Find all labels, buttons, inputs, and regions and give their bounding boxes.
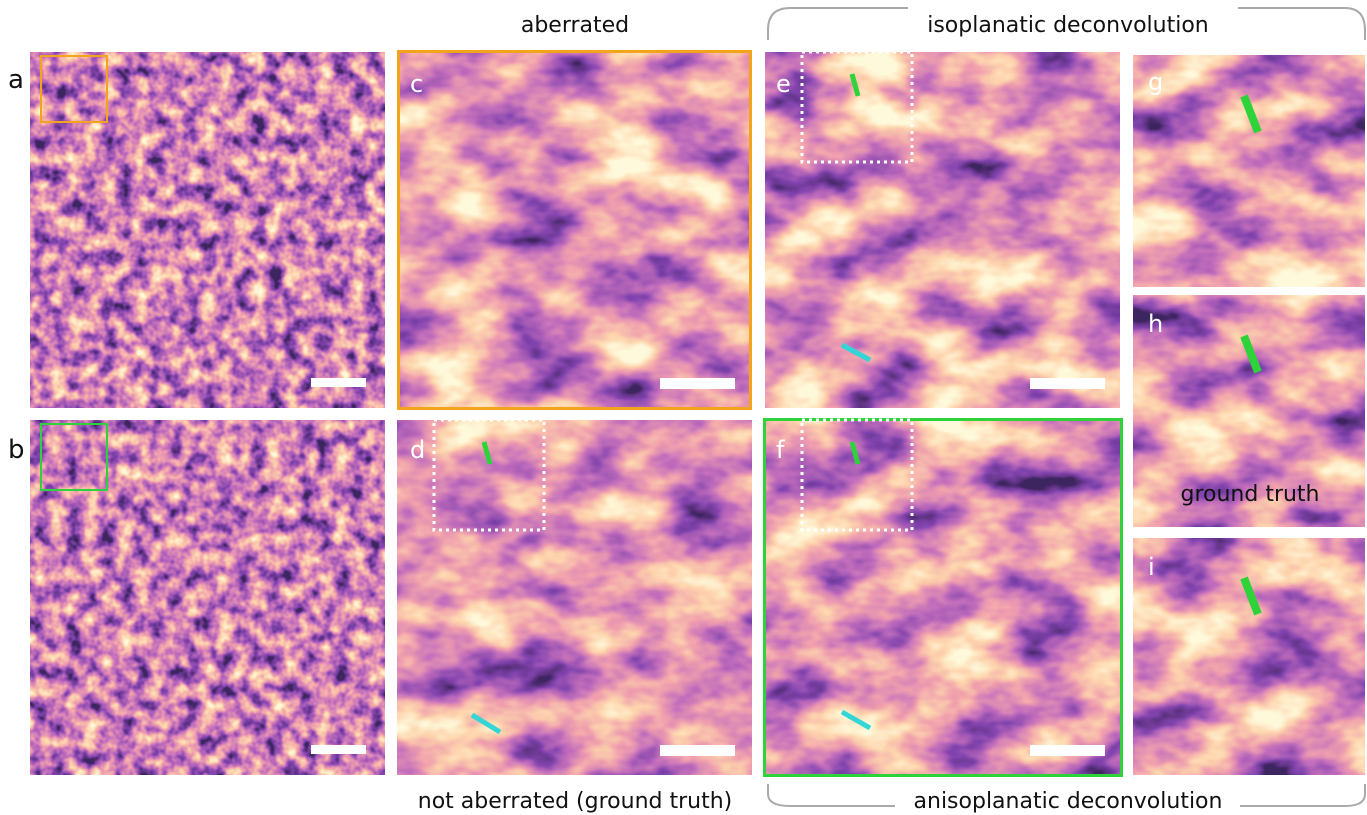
panel-label: g: [1148, 68, 1163, 96]
image-panel: [30, 52, 385, 408]
image-panel: [397, 50, 752, 410]
column-header: anisoplanatic deconvolution: [914, 789, 1223, 814]
panel-label: d: [410, 436, 425, 464]
scale-bar: [311, 745, 366, 754]
image-panel: [1133, 55, 1365, 287]
panel-label: c: [410, 70, 423, 98]
image-panel: [763, 418, 1123, 777]
panel-caption: ground truth: [1180, 482, 1319, 507]
panel-label: f: [776, 436, 785, 464]
image-panel: [1133, 538, 1365, 775]
column-header: not aberrated (ground truth): [418, 789, 733, 814]
scale-bar: [660, 745, 735, 756]
panel-label: h: [1148, 310, 1163, 338]
scale-bar: [311, 378, 366, 387]
column-header: aberrated: [521, 13, 629, 38]
scale-bar: [1030, 378, 1105, 389]
scale-bar: [660, 378, 735, 389]
panel-label: i: [1148, 553, 1155, 581]
panel-label: e: [776, 70, 791, 98]
panel-label: a: [8, 65, 24, 95]
scale-bar: [1030, 745, 1105, 756]
figure: aberrated isoplanatic deconvolution not …: [0, 0, 1367, 815]
image-panel: [397, 420, 752, 775]
panel-label: b: [8, 435, 25, 465]
image-panel: [765, 52, 1120, 408]
image-panel: [30, 420, 385, 775]
column-header: isoplanatic deconvolution: [927, 13, 1209, 38]
